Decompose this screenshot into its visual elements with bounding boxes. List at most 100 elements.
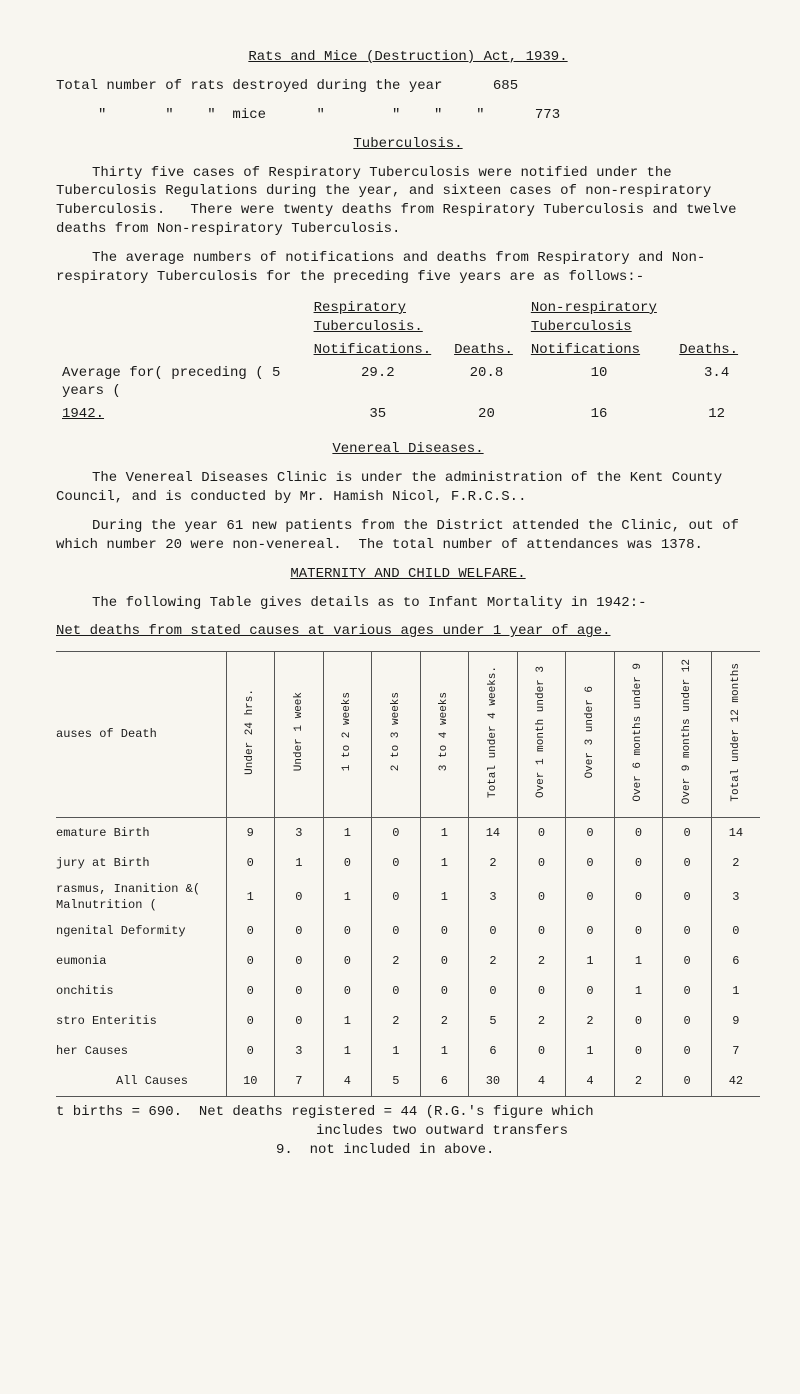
table-row: stro Enteritis00122522009 (56, 1006, 760, 1036)
footnote-line-2: includes two outward transfers (56, 1122, 760, 1141)
cell: 1 (275, 848, 324, 878)
cell: 3 (275, 1036, 324, 1066)
cell: 0 (663, 1036, 712, 1066)
cell: 2 (372, 946, 421, 976)
cell: 4 (566, 1066, 615, 1097)
cell: 0 (517, 848, 566, 878)
cell: 14 (469, 817, 518, 848)
cell: 2 (372, 1006, 421, 1036)
cell: 9 (226, 817, 275, 848)
cell: 0 (275, 946, 324, 976)
cell: 1 (420, 878, 469, 916)
cell: 5 (469, 1006, 518, 1036)
cell: 2 (711, 848, 760, 878)
table-row: rasmus, Inanition &( Malnutrition (10101… (56, 878, 760, 916)
cell: 30 (469, 1066, 518, 1097)
tb-avg-not-resp: 29.2 (308, 362, 449, 404)
cell: 3 (275, 817, 324, 848)
row-label: jury at Birth (56, 848, 226, 878)
mort-col-8: Over 6 months under 9 (614, 652, 663, 817)
mice-text: " " " mice " " " " (56, 107, 484, 123)
tb-1942-dth-resp: 20 (448, 403, 525, 426)
cell: 2 (614, 1066, 663, 1097)
tb-1942-dth-nonresp: 12 (673, 403, 760, 426)
tb-1942-not-resp: 35 (308, 403, 449, 426)
mortality-header-row: auses of Death Under 24 hrs. Under 1 wee… (56, 652, 760, 817)
cell: 42 (711, 1066, 760, 1097)
cell: 0 (469, 916, 518, 946)
cell: 1 (420, 848, 469, 878)
cell: 0 (663, 1006, 712, 1036)
tb-sub-dth: Deaths. (448, 339, 525, 362)
tb-row-avg-label: Average for( preceding ( 5 years ( (56, 362, 308, 404)
cell: 0 (614, 916, 663, 946)
cell: 14 (711, 817, 760, 848)
cell: 0 (372, 848, 421, 878)
cell: 1 (420, 1036, 469, 1066)
row-label: ngenital Deformity (56, 916, 226, 946)
cell: 6 (420, 1066, 469, 1097)
cell: 5 (372, 1066, 421, 1097)
cell: 1 (323, 1006, 372, 1036)
rats-value: 685 (493, 78, 518, 94)
tb-para-2: The average numbers of notifications and… (56, 249, 760, 287)
table-row: emature Birth9310114000014 (56, 817, 760, 848)
cell: 0 (323, 848, 372, 878)
cell: 1 (566, 1036, 615, 1066)
cell: 3 (711, 878, 760, 916)
cell: 1 (614, 946, 663, 976)
table-row: her Causes03111601007 (56, 1036, 760, 1066)
tb-sub-not: Notifications. (308, 339, 449, 362)
vd-para-2: During the year 61 new patients from the… (56, 517, 760, 555)
cell: 0 (517, 916, 566, 946)
cell: 1 (372, 1036, 421, 1066)
mort-col-3: 2 to 3 weeks (372, 652, 421, 817)
cell: 0 (663, 878, 712, 916)
cell: 2 (469, 946, 518, 976)
cell: 0 (614, 848, 663, 878)
tb-row-1942: 1942. 35 20 16 12 (56, 403, 760, 426)
mort-col-6: Over 1 month under 3 (517, 652, 566, 817)
cell: 0 (275, 976, 324, 1006)
tb-avg-not-nonresp: 10 (525, 362, 673, 404)
cell: 6 (711, 946, 760, 976)
mortality-caption: Net deaths from stated causes at various… (56, 622, 760, 641)
cell: 2 (566, 1006, 615, 1036)
cell: 2 (420, 1006, 469, 1036)
mort-col-7: Over 3 under 6 (566, 652, 615, 817)
cell: 0 (420, 976, 469, 1006)
row-label: onchitis (56, 976, 226, 1006)
tb-sub-not2: Notifications (525, 339, 673, 362)
cell: 0 (323, 946, 372, 976)
table-row: onchitis00000000101 (56, 976, 760, 1006)
tb-head-resp: Respiratory Tuberculosis. (308, 297, 525, 339)
mice-line: " " " mice " " " " 773 (56, 106, 760, 125)
cell: 0 (275, 916, 324, 946)
tb-1942-not-nonresp: 16 (525, 403, 673, 426)
cell: 0 (566, 976, 615, 1006)
page-title: Rats and Mice (Destruction) Act, 1939. (56, 48, 760, 67)
cell: 1 (614, 976, 663, 1006)
cell: 0 (663, 848, 712, 878)
cell: 0 (566, 878, 615, 916)
vd-para-1: The Venereal Diseases Clinic is under th… (56, 469, 760, 507)
mort-col-4: 3 to 4 weeks (420, 652, 469, 817)
mat-para: The following Table gives details as to … (56, 594, 760, 613)
mortality-header-rowlabel: auses of Death (56, 652, 226, 817)
row-label: emature Birth (56, 817, 226, 848)
cell: 0 (517, 878, 566, 916)
cell: 2 (469, 848, 518, 878)
cell: 0 (226, 848, 275, 878)
cell: 0 (372, 878, 421, 916)
row-label: All Causes (56, 1066, 226, 1097)
row-label: stro Enteritis (56, 1006, 226, 1036)
mortality-table: auses of Death Under 24 hrs. Under 1 wee… (56, 651, 760, 1097)
mortality-table-wrap: auses of Death Under 24 hrs. Under 1 wee… (56, 651, 760, 1097)
tb-avg-dth-nonresp: 3.4 (673, 362, 760, 404)
mort-col-2: 1 to 2 weeks (323, 652, 372, 817)
rats-text: Total number of rats destroyed during th… (56, 78, 442, 94)
cell: 1 (420, 817, 469, 848)
tb-row-avg: Average for( preceding ( 5 years ( 29.2 … (56, 362, 760, 404)
tb-para-1: Thirty five cases of Respiratory Tubercu… (56, 164, 760, 240)
cell: 0 (275, 878, 324, 916)
